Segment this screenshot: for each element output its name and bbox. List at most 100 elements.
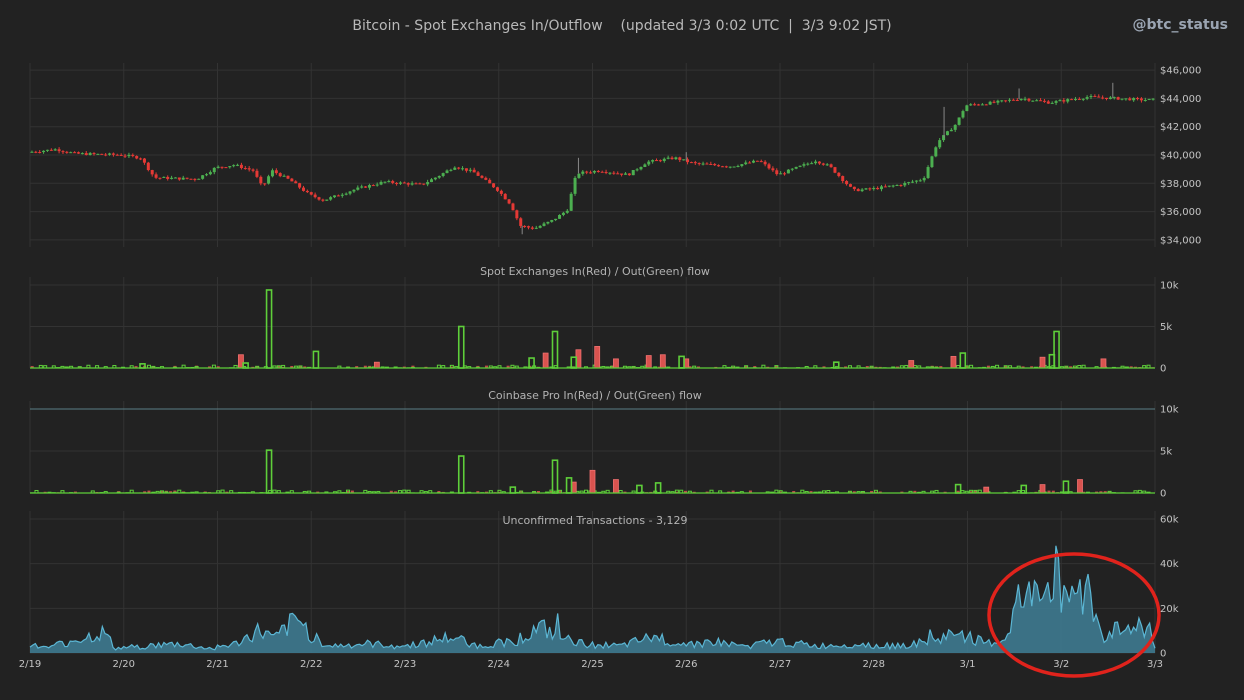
candle-body xyxy=(806,163,810,165)
outflow-bar xyxy=(565,477,573,494)
y-tick-label: 60k xyxy=(1160,515,1179,526)
candle-body xyxy=(387,181,391,183)
inflow-bar xyxy=(346,490,350,493)
candle-body xyxy=(996,100,1000,103)
candle-body xyxy=(201,175,205,179)
candle-body xyxy=(301,187,305,191)
candle-body xyxy=(724,166,728,168)
candle-body xyxy=(422,183,426,185)
candle-body xyxy=(1128,98,1132,101)
candle-body xyxy=(1120,98,1124,100)
labels-layer: $46,000 $44,000 $42,000 $40,000 $38,000 $36,0… xyxy=(19,66,1202,670)
candle-body xyxy=(620,173,624,175)
candle-body xyxy=(608,172,612,174)
candle-body xyxy=(1058,100,1062,102)
candle-body xyxy=(410,183,414,185)
outflow-bar xyxy=(1062,480,1070,494)
candle-body xyxy=(232,165,236,167)
inflow-bar xyxy=(1039,484,1046,494)
candle-body xyxy=(717,165,721,167)
inflow-bar xyxy=(216,366,220,368)
inflow-bar xyxy=(134,366,138,368)
candle-body xyxy=(340,194,344,196)
candle-body xyxy=(814,161,818,164)
inflow-bar xyxy=(536,490,540,493)
x-tick-label: 2/24 xyxy=(488,659,510,670)
candle-body xyxy=(705,163,709,165)
candle-body xyxy=(127,154,131,157)
candle-body xyxy=(375,184,379,186)
inflow-bar xyxy=(848,491,852,493)
inflow-bar xyxy=(731,490,735,493)
candle-body xyxy=(212,167,216,173)
inflow-bar xyxy=(623,491,627,493)
account-handle: @btc_status xyxy=(1133,17,1228,33)
candle-body xyxy=(876,188,880,190)
candle-body xyxy=(445,170,449,174)
inflow-bar xyxy=(589,469,596,494)
candle-body xyxy=(239,164,243,169)
inflow-bar xyxy=(753,366,757,368)
candle-body xyxy=(883,186,887,188)
inflow-bar xyxy=(965,366,969,368)
candle-body xyxy=(53,149,57,151)
candle-body xyxy=(1105,97,1109,100)
candle-body xyxy=(926,167,930,178)
candle-body xyxy=(270,170,274,177)
candle-body xyxy=(519,218,523,226)
candle-body xyxy=(76,152,80,154)
highlight-ellipse xyxy=(987,552,1161,678)
inflow-bar xyxy=(1030,366,1034,368)
inflow-bar xyxy=(1095,491,1099,493)
candle-body xyxy=(856,189,860,192)
candle-body xyxy=(561,212,565,215)
candle-body xyxy=(360,186,364,188)
candle-body xyxy=(1070,99,1074,101)
candle-body xyxy=(670,157,674,160)
inflow-bar xyxy=(675,491,679,493)
candle-body xyxy=(115,154,119,156)
inflow-bar xyxy=(519,490,523,493)
candle-body xyxy=(984,104,988,106)
inflow-bar xyxy=(983,486,990,494)
candle-body xyxy=(701,163,705,165)
candle-body xyxy=(290,178,294,182)
inflow-bar xyxy=(558,490,562,493)
candle-body xyxy=(1077,98,1081,100)
candle-body xyxy=(635,169,639,171)
candle-body xyxy=(526,226,530,228)
inflow-bar xyxy=(316,491,320,493)
candle-body xyxy=(934,147,938,157)
candle-body xyxy=(329,197,333,200)
candle-body xyxy=(682,159,686,161)
candle-body xyxy=(880,186,884,190)
candle-body xyxy=(1035,100,1039,102)
inflow-bar xyxy=(908,360,915,369)
candle-body xyxy=(1054,101,1058,103)
candle-body xyxy=(139,158,143,160)
candle-body xyxy=(88,153,92,155)
candle-body xyxy=(713,164,717,166)
candle-body xyxy=(1112,97,1116,99)
candle-body xyxy=(612,172,616,174)
marks-layer xyxy=(29,82,1161,678)
candle-body xyxy=(406,183,410,185)
candle-body xyxy=(313,194,317,198)
inflow-bar xyxy=(350,490,354,493)
candle-body xyxy=(763,161,767,165)
candle-body xyxy=(333,195,337,198)
inflow-bar xyxy=(277,366,281,368)
candle-body xyxy=(49,149,53,151)
inflow-bar xyxy=(1064,366,1068,368)
candle-body xyxy=(430,179,434,183)
candle-body xyxy=(872,188,876,190)
y-tick-label: $42,000 xyxy=(1160,122,1201,133)
candle-body xyxy=(887,185,891,187)
candle-body xyxy=(748,162,752,164)
candle-body xyxy=(651,160,655,162)
candle-body xyxy=(259,176,263,184)
inflow-bar xyxy=(225,491,229,493)
candle-body xyxy=(938,140,942,148)
candle-body xyxy=(205,174,209,176)
